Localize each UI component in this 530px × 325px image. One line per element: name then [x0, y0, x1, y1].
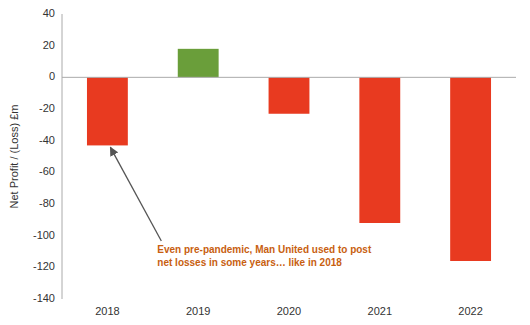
y-axis-label: Net Profit / (Loss) £m	[8, 105, 20, 209]
y-axis-line	[62, 14, 63, 299]
annotation: Even pre-pandemic, Man United used to po…	[157, 244, 372, 268]
y-tick-label: -40	[39, 134, 55, 146]
x-tick-label: 2018	[95, 305, 119, 317]
chart: -140 -120 -100 -80 -60 -40 -20 0 20 40 Net Profit …	[0, 0, 530, 325]
y-tick-label: -60	[39, 165, 55, 177]
y-tick-label: -20	[39, 102, 55, 114]
y-tick-label: 40	[43, 7, 55, 19]
y-tick-label: -140	[33, 292, 55, 304]
annotation-arrow	[110, 147, 161, 241]
bar	[359, 77, 400, 223]
y-tick-label: 20	[43, 39, 55, 51]
chart-container: -140 -120 -100 -80 -60 -40 -20 0 20 40 Net Profit …	[0, 0, 530, 325]
x-tick-label: 2021	[368, 305, 392, 317]
y-tick-label: -120	[33, 260, 55, 272]
x-tick-label: 2022	[458, 305, 482, 317]
zero-line	[62, 77, 516, 78]
bar	[87, 77, 128, 145]
bar	[269, 77, 310, 113]
x-tick-label: 2019	[186, 305, 210, 317]
bar	[178, 49, 219, 77]
y-tick-label: -80	[39, 197, 55, 209]
bars	[87, 49, 491, 261]
y-tick-label: 0	[49, 70, 55, 82]
x-tick-label: 2020	[277, 305, 301, 317]
bar	[450, 77, 491, 261]
y-tick-label: -100	[33, 229, 55, 241]
